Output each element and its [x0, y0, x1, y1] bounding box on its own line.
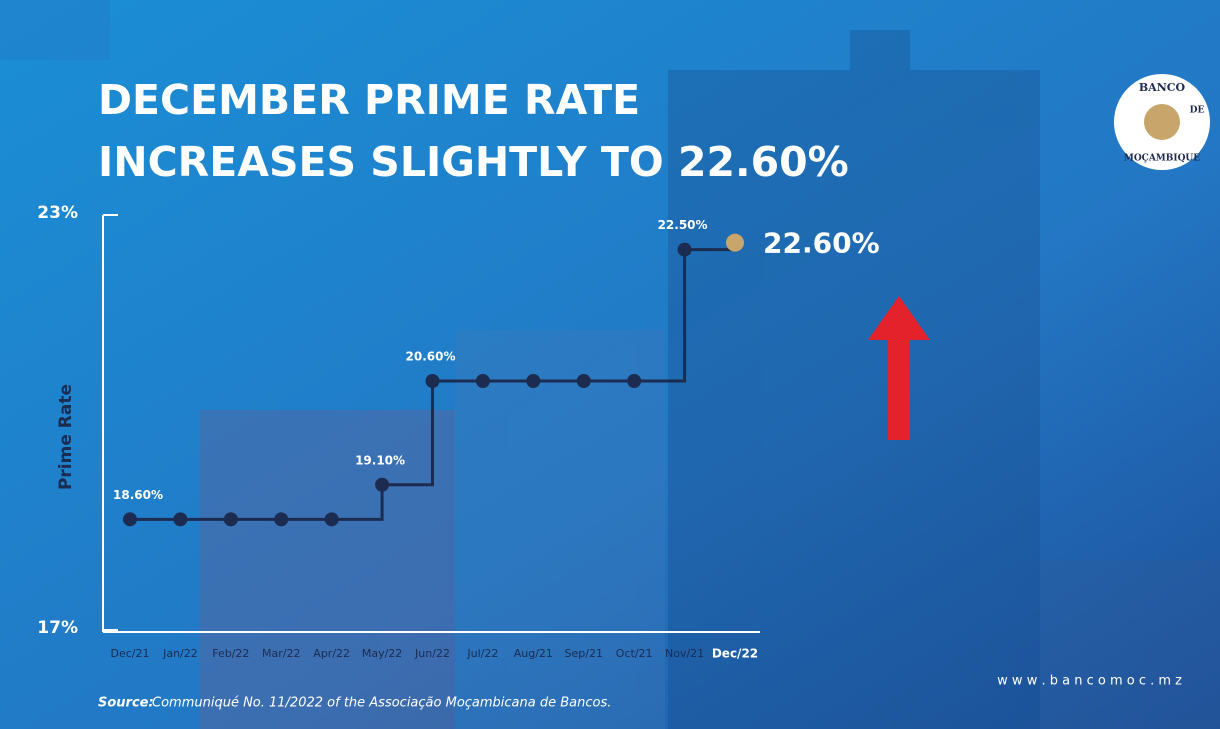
data-point [274, 512, 289, 527]
step-line [634, 249, 687, 383]
x-tick-label: Jun/22 [414, 647, 450, 660]
y-tick-label: 17% [37, 618, 78, 638]
data-point [677, 242, 692, 257]
up-arrow [868, 296, 930, 440]
logo: BANCO DE MOÇAMBIQUE [1114, 74, 1210, 170]
x-tick-label: Feb/22 [212, 647, 249, 660]
source-text: Communiqué No. 11/2022 of the Associação… [152, 696, 611, 711]
x-tick-label: Jul/22 [466, 647, 498, 660]
x-tick-label: Oct/21 [616, 647, 653, 660]
data-point [475, 374, 490, 388]
value-label: 18.60% [113, 488, 163, 502]
y-tick-label: 23% [37, 203, 78, 223]
data-point [173, 512, 188, 527]
website: w w w . b a n c o m o c . m z [997, 674, 1182, 689]
data-point [526, 374, 541, 388]
title-line: DECEMBER PRIME RATE [98, 76, 640, 124]
value-label: 20.60% [406, 350, 456, 364]
x-tick-label: Apr/22 [313, 647, 350, 660]
x-tick-label: May/22 [362, 647, 402, 660]
value-label: 19.10% [355, 453, 405, 467]
building-backdrop [200, 30, 1220, 729]
logo-emblem [1144, 104, 1180, 140]
data-point [324, 512, 339, 527]
value-label: 22.50% [658, 218, 708, 232]
data-point [123, 512, 137, 527]
decor-tile [0, 0, 110, 60]
x-tick-label: Dec/21 [111, 647, 150, 660]
data-point [375, 477, 390, 492]
logo-text: BANCO [1139, 81, 1186, 94]
step-line [382, 381, 434, 487]
data-point [627, 374, 642, 388]
logo-text: DE [1190, 106, 1205, 116]
data-point [576, 374, 591, 388]
x-tick-label: Aug/21 [514, 647, 553, 660]
source-label: Source: [98, 696, 154, 711]
x-tick-label: Mar/22 [262, 647, 300, 660]
value-label-highlight: 22.60% [763, 227, 880, 260]
y-axis-label: Prime Rate [56, 384, 76, 490]
x-tick-label: Jan/22 [162, 647, 198, 660]
x-tick-label: Dec/22 [712, 647, 758, 661]
data-point [726, 233, 744, 252]
title-line: INCREASES SLIGHTLY TO 22.60% [98, 138, 849, 186]
data-point [223, 512, 238, 527]
data-point [425, 374, 440, 388]
x-tick-label: Nov/21 [665, 647, 704, 660]
logo-text: MOÇAMBIQUE [1124, 154, 1200, 164]
x-tick-label: Sep/21 [565, 647, 603, 660]
step-line [331, 484, 384, 521]
